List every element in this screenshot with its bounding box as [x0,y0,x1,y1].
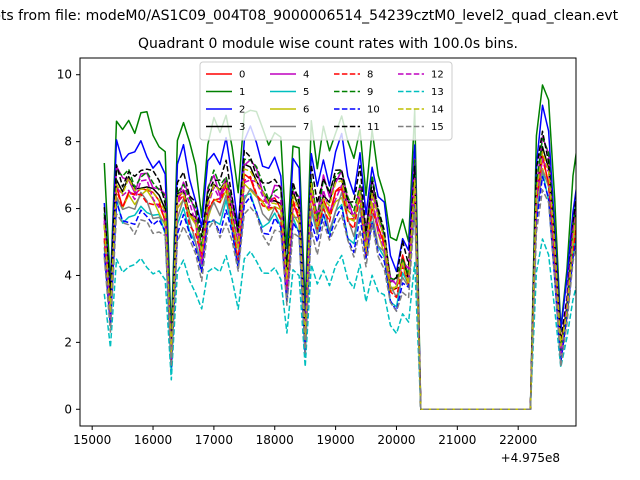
x-offset-label: +4.975e8 [501,451,560,465]
legend-label-15: 15 [431,122,444,133]
legend-label-10: 10 [367,105,380,116]
x-tick-label: 16000 [134,433,172,447]
x-tick-label: 15000 [73,433,111,447]
x-tick-label: 17000 [195,433,233,447]
legend-label-4: 4 [303,70,309,81]
legend-label-12: 12 [431,70,444,81]
legend-label-5: 5 [303,87,309,98]
legend-label-7: 7 [303,122,309,133]
legend-box [199,61,453,141]
x-tick-label: 22000 [499,433,537,447]
y-tick-label: 2 [64,335,72,349]
x-tick-label: 19000 [317,433,355,447]
y-tick-label: 8 [64,135,72,149]
axes-frame [79,57,577,427]
legend-label-1: 1 [239,87,245,98]
series-line-13 [103,238,576,411]
legend-label-14: 14 [431,105,444,116]
plot-area [103,84,576,411]
legend-label-11: 11 [367,122,380,133]
series-line-9 [103,137,576,411]
y-tick-label: 0 [64,402,72,416]
legend-label-2: 2 [239,105,245,116]
y-tick-label: 10 [57,68,72,82]
y-tick-label: 4 [64,268,72,282]
legend-label-8: 8 [367,70,373,81]
legend-label-9: 9 [367,87,373,98]
chart-title: Quadrant 0 module wise count rates with … [138,36,518,52]
y-tick-label: 6 [64,202,72,216]
axes: 15000 16000 17000 18000 19000 20000 21000 22000… [57,57,577,465]
legend-label-3: 3 [239,122,245,133]
legend-label-6: 6 [303,105,309,116]
x-tick-label: 18000 [256,433,294,447]
legend-label-0: 0 [239,70,245,81]
x-tick-label: 21000 [438,433,476,447]
x-tick-label: 20000 [377,433,415,447]
figure-suptitle: Plots from file: modeM0/AS1C09_004T08_90… [0,8,619,24]
series-line-15 [103,189,576,411]
legend-label-13: 13 [431,87,444,98]
series-line-14 [103,151,576,411]
